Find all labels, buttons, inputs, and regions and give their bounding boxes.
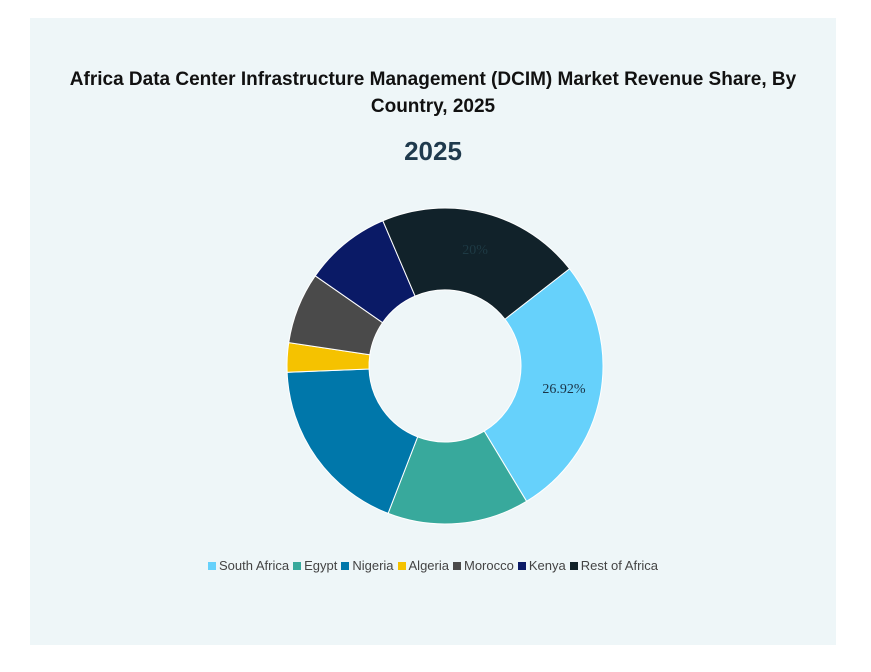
legend-item-egypt: Egypt xyxy=(293,558,337,573)
legend-item-algeria: Algeria xyxy=(397,558,449,573)
legend-label: South Africa xyxy=(218,558,290,573)
legend-item-rest-of-africa: Rest of Africa xyxy=(569,558,659,573)
legend-label: Algeria xyxy=(408,558,449,573)
legend-item-nigeria: Nigeria xyxy=(341,558,394,573)
legend-label: Egypt xyxy=(304,558,338,573)
legend-swatch xyxy=(397,562,406,570)
legend-swatch xyxy=(452,562,461,570)
legend-swatch xyxy=(517,562,526,570)
chart-subtitle: 2025 xyxy=(404,136,462,166)
legend-swatch xyxy=(569,562,578,570)
legend-swatch xyxy=(293,562,302,570)
legend-item-morocco: Morocco xyxy=(452,558,514,573)
chart-card: Africa Data Center Infrastructure Manage… xyxy=(30,18,836,645)
legend-item-kenya: Kenya xyxy=(517,558,566,573)
slice-south-africa xyxy=(483,268,604,502)
chart-legend: South Africa Egypt Nigeria Algeria Morocco Ke… xyxy=(30,558,836,573)
data-label-rest-of-africa: 20% xyxy=(462,243,488,258)
legend-item-south-africa: South Africa xyxy=(207,558,290,573)
legend-label: Rest of Africa xyxy=(580,558,659,573)
legend-label: Morocco xyxy=(463,558,514,573)
slice-nigeria xyxy=(286,368,419,515)
legend-swatch xyxy=(341,562,350,570)
legend-label: Kenya xyxy=(528,558,566,573)
data-label-south-africa: 26.92% xyxy=(542,382,586,397)
legend-label: Nigeria xyxy=(352,558,394,573)
chart-title: Africa Data Center Infrastructure Manage… xyxy=(69,69,797,117)
legend-swatch xyxy=(207,562,216,570)
donut-chart: 26.92% 20% xyxy=(286,207,604,525)
slice-rest-of-africa xyxy=(382,207,571,320)
